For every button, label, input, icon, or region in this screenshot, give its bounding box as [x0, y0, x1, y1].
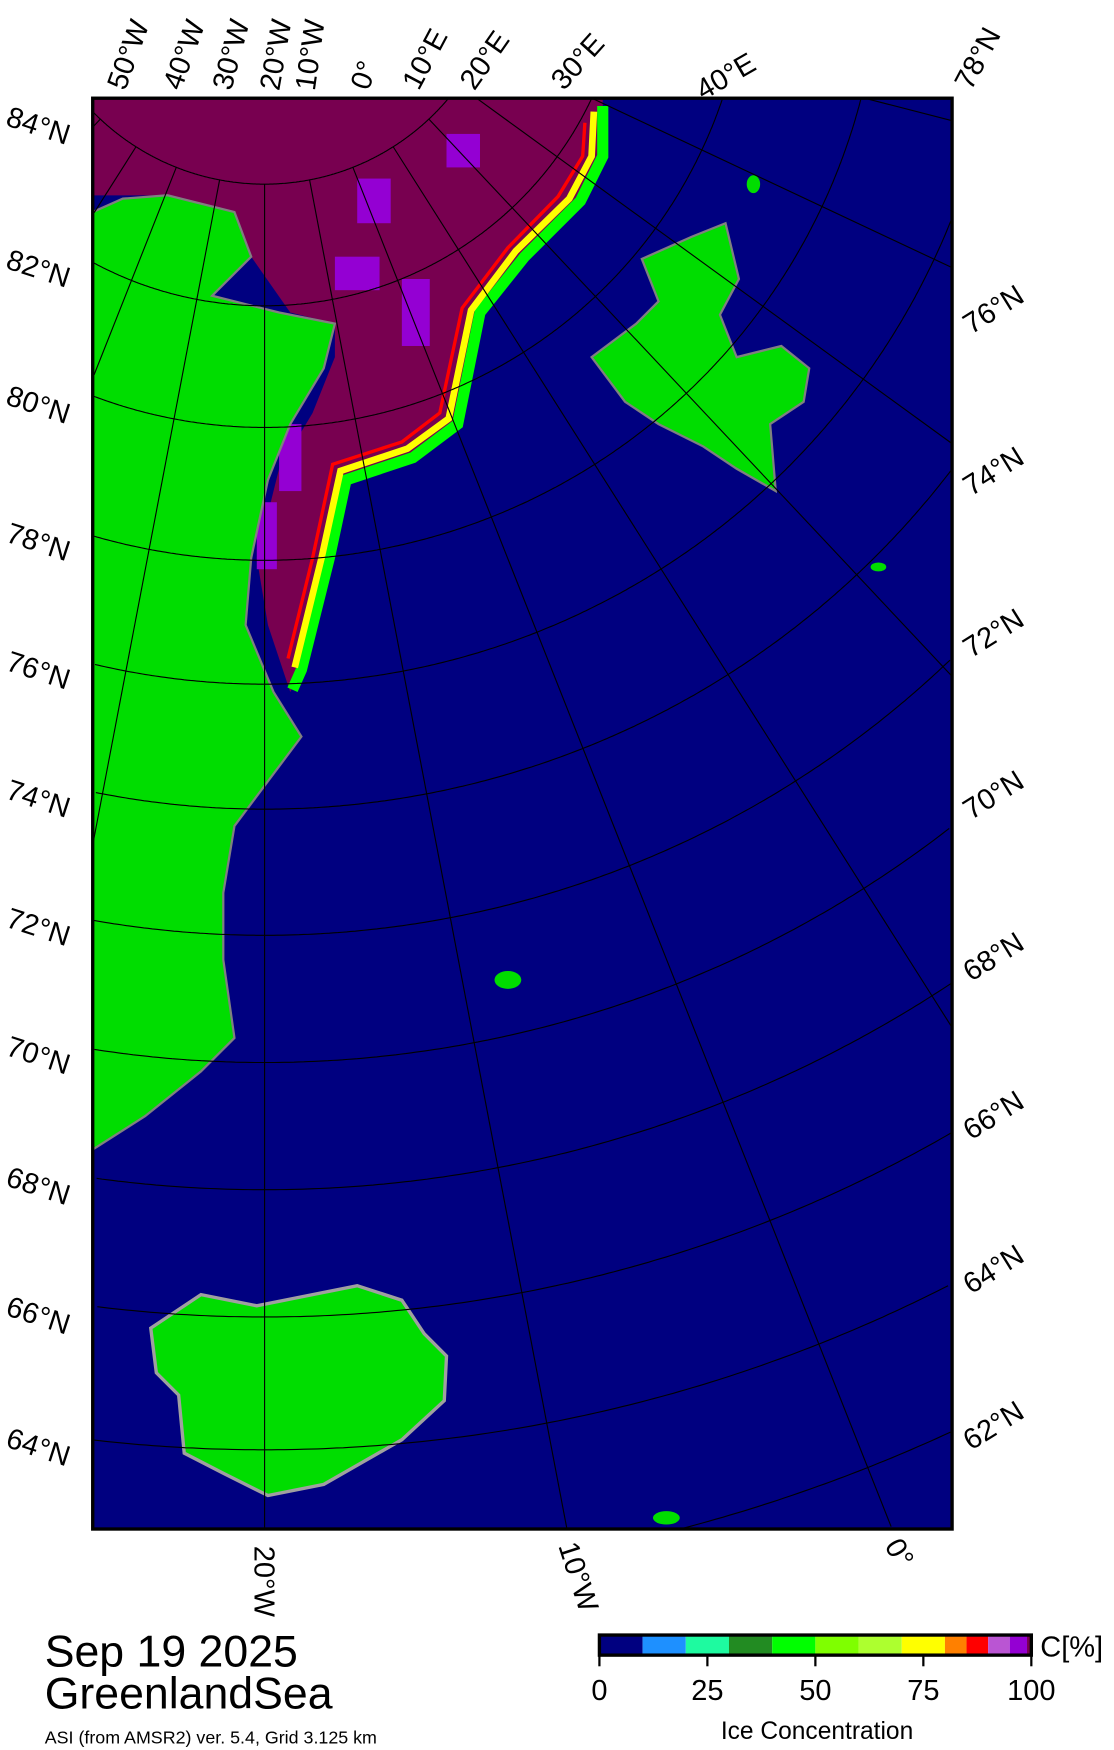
region-title: GreenlandSea — [45, 1670, 333, 1719]
left-lat-label: 80°N — [2, 380, 74, 430]
right-lat-label: 68°N — [958, 927, 1030, 988]
top-lon-label: 0° — [345, 57, 385, 94]
right-lat-label: 62°N — [958, 1395, 1030, 1456]
top-lon-label: 10°E — [397, 24, 455, 95]
bottom-lon-label: 20°W — [248, 1546, 280, 1618]
ice-edge-yellow — [291, 111, 598, 669]
left-lat-label: 84°N — [2, 101, 74, 151]
top-lon-label: 30°W — [207, 16, 257, 94]
right-lat-label: 72°N — [958, 603, 1030, 664]
colorbar-bin — [642, 1635, 686, 1656]
latitude-line — [93, 99, 723, 429]
colorbar-bin — [1027, 1635, 1032, 1656]
land-bjornoya — [870, 562, 887, 572]
land-svalbard — [590, 221, 811, 494]
colorbar-bin — [772, 1635, 816, 1656]
longitude-line — [352, 167, 892, 1527]
latitude-line — [95, 470, 952, 810]
colorbar-bin — [966, 1635, 989, 1656]
ice-edge-outer — [287, 106, 609, 692]
latitude-line — [94, 218, 953, 685]
latitude-line — [96, 982, 953, 1191]
latitude-line — [97, 1132, 952, 1318]
longitude-line — [92, 179, 221, 844]
left-lat-label: 70°N — [2, 1031, 74, 1081]
colorbar-tick-label: 75 — [907, 1675, 939, 1707]
top-lon-label: 20°E — [454, 25, 516, 95]
land-greenland — [92, 194, 337, 1151]
left-lat-label: 68°N — [2, 1161, 74, 1211]
colorbar-tick-label: 0 — [591, 1675, 607, 1707]
colorbar-bin — [599, 1635, 643, 1656]
land-faroe — [652, 1511, 680, 1525]
colorbar-bin — [988, 1635, 1010, 1656]
top-lon-label: 40°W — [157, 15, 212, 93]
bottom-lon-label: 0° — [878, 1533, 920, 1573]
colorbar-tick-label: 25 — [691, 1675, 723, 1707]
colorbar-bin — [901, 1635, 945, 1656]
latitude-line — [92, 659, 951, 936]
map-area — [92, 98, 953, 1530]
graticule — [92, 98, 953, 1530]
colorbar-unit: C[%] — [1040, 1631, 1103, 1663]
left-lat-label: 72°N — [2, 903, 74, 953]
longitude-line — [93, 167, 177, 376]
colorbar-bin — [858, 1635, 902, 1656]
colorbar-bin — [815, 1635, 859, 1656]
longitude-line — [93, 146, 137, 214]
colorbar-bin — [944, 1635, 967, 1656]
longitude-line — [476, 98, 952, 444]
latitude-line — [92, 98, 862, 561]
latitude-line — [92, 98, 449, 185]
colorbar: 0 25 50 75 100 — [591, 1633, 1056, 1707]
longitude-line — [309, 179, 568, 1529]
longitude-line — [392, 146, 953, 1029]
longitude-line — [592, 98, 952, 268]
top-lon-label: 30°E — [545, 28, 611, 96]
ice-patches — [256, 133, 480, 570]
top-lon-label: 78°N — [949, 23, 1008, 95]
right-lat-label: 64°N — [958, 1239, 1030, 1300]
left-lat-label: 66°N — [2, 1291, 74, 1341]
latitude-line — [94, 828, 950, 1064]
left-lat-label: 64°N — [2, 1423, 74, 1473]
latitude-line — [93, 98, 593, 307]
product-subtitle: ASI (from AMSR2) ver. 5.4, Grid 3.125 km — [45, 1727, 377, 1747]
colorbar-label: Ice Concentration — [721, 1718, 913, 1745]
map-frame — [91, 96, 954, 1531]
land-kvitoya — [746, 175, 761, 194]
colorbar-bin — [728, 1635, 773, 1656]
land-jan-mayen — [494, 970, 522, 989]
ice-edge-red — [286, 122, 587, 659]
right-lat-label: 70°N — [958, 765, 1030, 826]
right-lat-label: 66°N — [958, 1085, 1030, 1146]
longitude-line — [864, 98, 952, 121]
bottom-lon-label: 10°W — [551, 1538, 604, 1616]
longitude-line — [428, 118, 953, 677]
colorbar-tick-label: 100 — [1007, 1675, 1055, 1707]
sea-ice-region — [92, 98, 603, 692]
latitude-line — [681, 1431, 951, 1530]
date-title: Sep 19 2025 — [45, 1627, 298, 1676]
land-iceland — [148, 1283, 449, 1498]
latitude-line — [94, 1285, 949, 1451]
right-lat-label: 74°N — [958, 441, 1030, 502]
colorbar-bin — [685, 1635, 729, 1656]
left-lat-label: 76°N — [2, 646, 74, 696]
right-lat-label: 76°N — [958, 279, 1030, 340]
left-lat-label: 74°N — [2, 774, 74, 824]
colorbar-tick-label: 50 — [799, 1675, 831, 1707]
top-lon-label: 50°W — [102, 15, 157, 93]
left-lat-label: 78°N — [2, 518, 74, 568]
left-lat-label: 82°N — [2, 244, 74, 294]
colorbar-bin — [1009, 1635, 1028, 1656]
